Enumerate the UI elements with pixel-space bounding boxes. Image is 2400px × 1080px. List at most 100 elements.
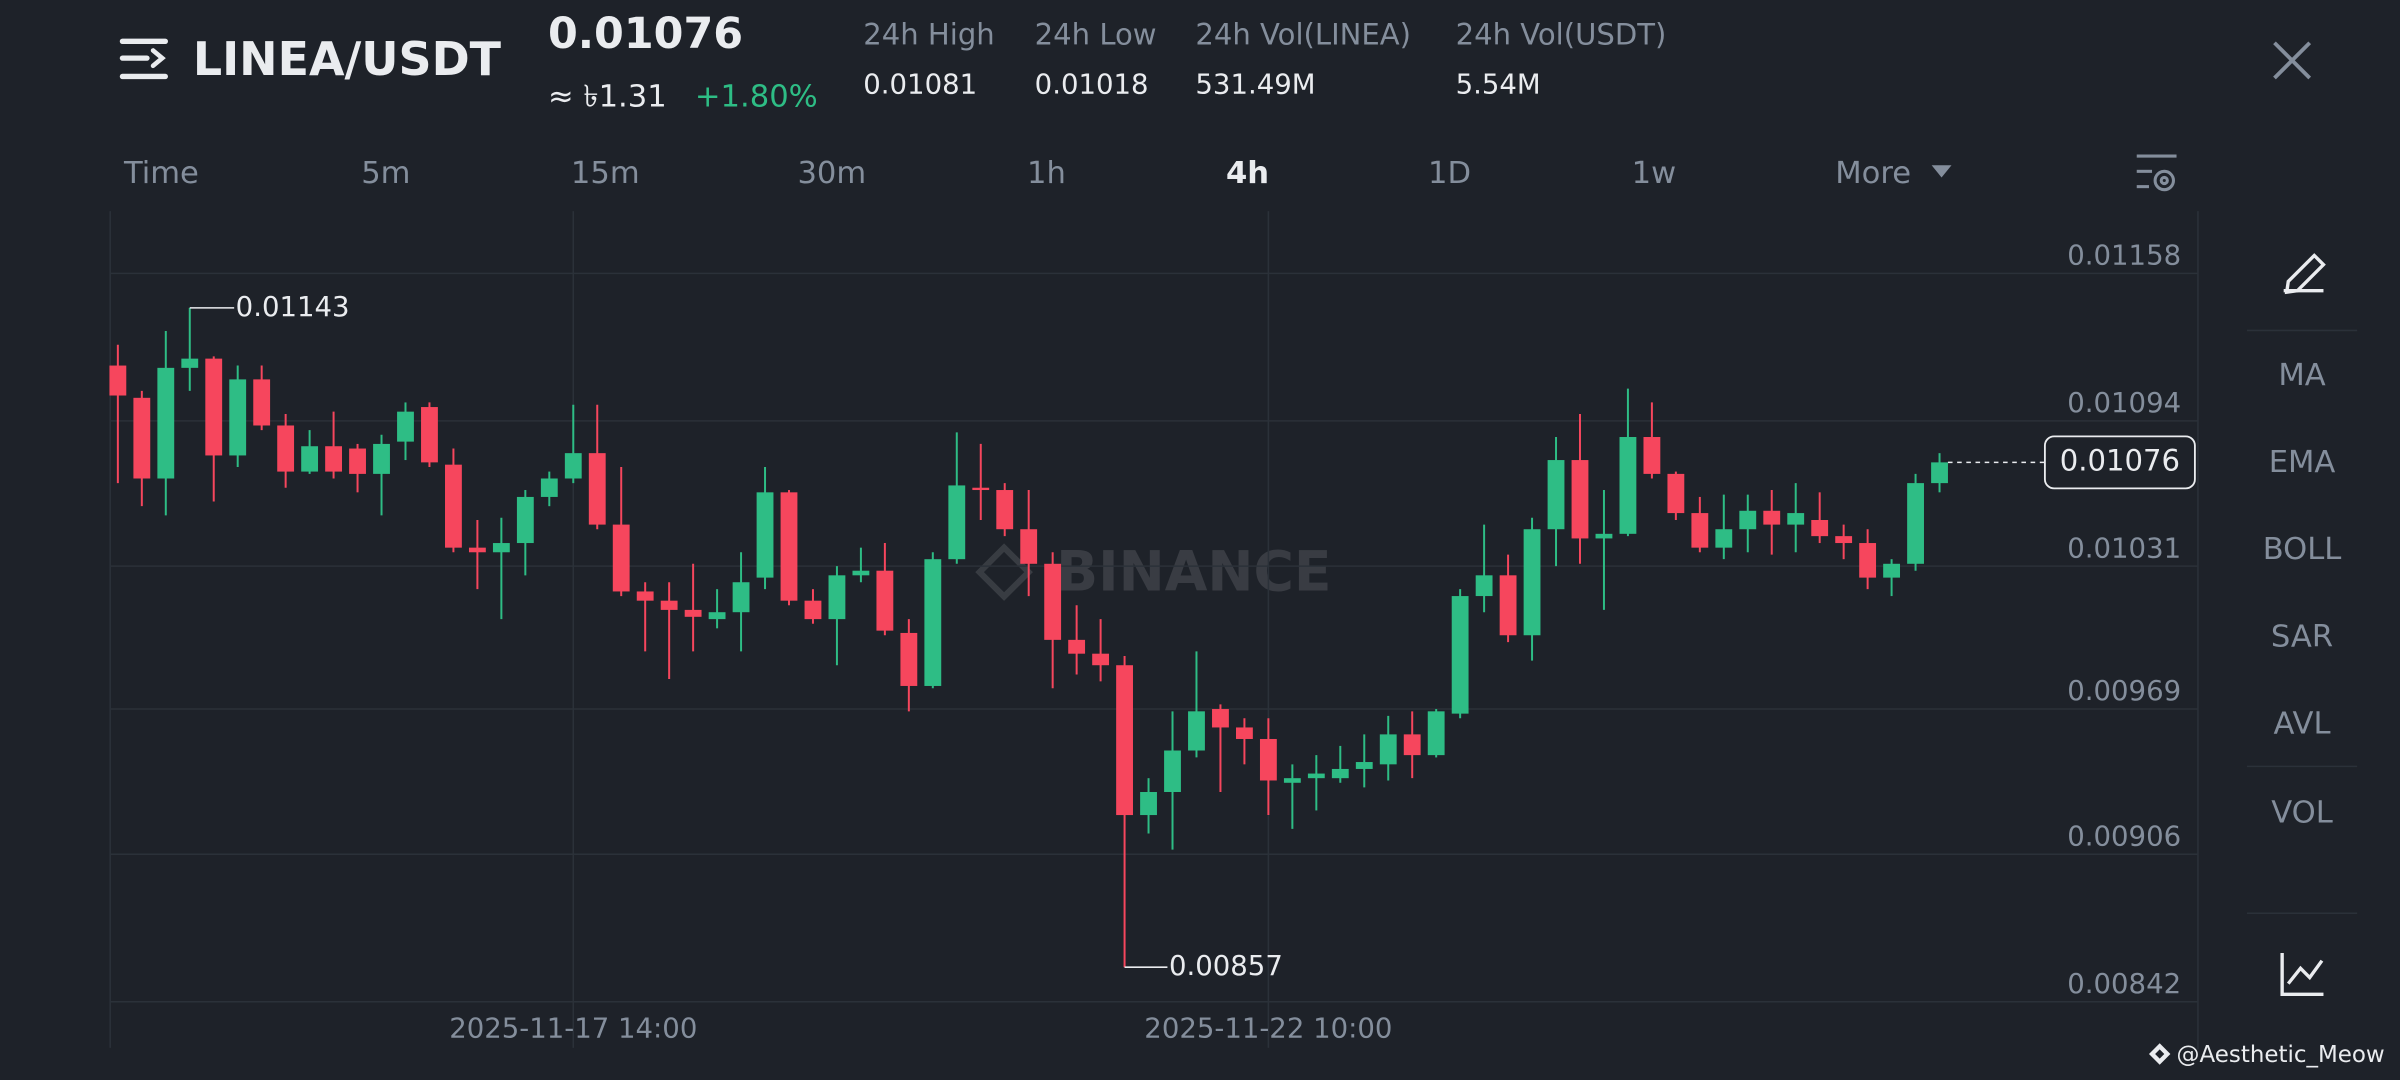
candle-body bbox=[133, 397, 151, 479]
candle-body bbox=[1571, 460, 1589, 539]
candle-body bbox=[1092, 653, 1110, 666]
x-tick-label: 2025-11-22 10:00 bbox=[1144, 1013, 1392, 1045]
candle-body bbox=[1140, 792, 1157, 816]
candle-body bbox=[540, 478, 558, 497]
stat-label: 24h High bbox=[863, 18, 994, 52]
candle-body bbox=[445, 464, 462, 548]
candle-body bbox=[157, 367, 175, 479]
candle-body bbox=[1715, 529, 1733, 548]
candle-body bbox=[349, 448, 366, 474]
indicator[interactable]: BOLL bbox=[2263, 532, 2342, 567]
candle-body bbox=[804, 600, 822, 620]
candle-body bbox=[924, 559, 942, 686]
indicator[interactable]: AVL bbox=[2274, 707, 2331, 742]
candle-body bbox=[612, 524, 630, 592]
stat-value: 0.01018 bbox=[1035, 69, 1149, 101]
candle-body bbox=[588, 453, 606, 525]
timeframe-tab[interactable]: 15m bbox=[571, 156, 640, 191]
candle-body bbox=[1787, 513, 1805, 525]
candle-body bbox=[1307, 773, 1325, 779]
candle-body bbox=[1403, 734, 1421, 756]
candle-body bbox=[1907, 483, 1924, 564]
close-button[interactable] bbox=[2273, 41, 2312, 80]
x-tick-label: 2025-11-17 14:00 bbox=[449, 1013, 697, 1045]
y-tick-label: 0.01031 bbox=[2067, 532, 2181, 564]
candle-body bbox=[1475, 575, 1493, 597]
timeframe-tab[interactable]: Time bbox=[123, 156, 199, 191]
candle-body bbox=[1931, 462, 1948, 484]
candle-body bbox=[1667, 473, 1685, 514]
y-tick-label: 0.01094 bbox=[2067, 387, 2181, 419]
more-arrow bbox=[1931, 165, 1952, 178]
candle-body bbox=[397, 411, 414, 442]
candle-body bbox=[1044, 563, 1062, 640]
candle-body bbox=[1283, 778, 1301, 783]
candle-body bbox=[325, 446, 342, 472]
candle-body bbox=[876, 570, 894, 631]
draw-icon[interactable] bbox=[2283, 253, 2326, 295]
candle-body bbox=[636, 591, 654, 601]
timeframe-tab[interactable]: 4h bbox=[1226, 156, 1269, 191]
candle-body bbox=[756, 492, 774, 578]
y-tick-label: 0.00842 bbox=[2067, 968, 2181, 1000]
stat-label: 24h Vol(USDT) bbox=[1456, 18, 1667, 52]
timeframe-tab[interactable]: 30m bbox=[797, 156, 866, 191]
change: +1.80% bbox=[695, 79, 818, 114]
y-tick-label: 0.00969 bbox=[2067, 675, 2181, 707]
candle-body bbox=[660, 600, 678, 610]
indicators: MA EMA BOLL SAR AVL VOL bbox=[2263, 358, 2342, 830]
timeframe-tab[interactable]: More bbox=[1835, 156, 1911, 191]
stats: 24h High 0.01081 24h Low 0.01018 24h Vol(LIN… bbox=[863, 18, 1666, 101]
timeframe-tab[interactable]: 5m bbox=[361, 156, 410, 191]
candle-body bbox=[421, 407, 438, 463]
credit: @Aesthetic_Meow bbox=[2177, 1042, 2385, 1068]
watermark: BINANCE bbox=[975, 539, 1332, 603]
y-tick-label: 0.00906 bbox=[2067, 820, 2181, 852]
menu-icon[interactable] bbox=[119, 38, 168, 80]
candle-body bbox=[1739, 510, 1757, 530]
candle-body bbox=[1212, 709, 1229, 728]
plot: 0.00842 0.00906 0.00969 0.01031 0.01094 0.011… bbox=[109, 211, 2198, 1048]
candle-body bbox=[1164, 750, 1181, 793]
candle-body bbox=[1451, 596, 1469, 714]
candle-body bbox=[1595, 533, 1613, 539]
stat-label: 24h Vol(LINEA) bbox=[1195, 18, 1411, 52]
fiat-price: ≈ ৳1.31 bbox=[548, 79, 667, 114]
credit-logo bbox=[2148, 1043, 2171, 1065]
candle-body bbox=[277, 425, 295, 472]
y-tick-label: 0.01158 bbox=[2067, 240, 2181, 272]
candle-body bbox=[1763, 510, 1781, 525]
timeframe-tab[interactable]: 1h bbox=[1027, 156, 1066, 191]
indicator[interactable]: MA bbox=[2278, 358, 2325, 393]
stat-value: 5.54M bbox=[1456, 69, 1541, 101]
indicator[interactable]: EMA bbox=[2269, 445, 2336, 480]
current-price: 0.01076 bbox=[2060, 443, 2180, 477]
timeframes: Time 5m 15m 30m 1h 4h 1D 1w More bbox=[123, 156, 1911, 191]
chart-type-icon[interactable] bbox=[2280, 953, 2324, 997]
candle-body bbox=[1379, 734, 1397, 765]
candle-body bbox=[181, 358, 199, 368]
candle-body bbox=[1355, 762, 1373, 769]
candle-body bbox=[1020, 529, 1038, 564]
indicator[interactable]: SAR bbox=[2271, 619, 2333, 654]
settings-icon[interactable] bbox=[2136, 154, 2177, 192]
candle-body bbox=[1547, 460, 1565, 530]
candle-body bbox=[1811, 519, 1829, 537]
candle-body bbox=[1259, 738, 1277, 781]
stat-value: 0.01081 bbox=[863, 69, 977, 101]
candle-body bbox=[1643, 437, 1661, 474]
pair: LINEA/USDT bbox=[193, 32, 502, 86]
candle-body bbox=[1499, 575, 1517, 636]
timeframe-tab[interactable]: 1w bbox=[1632, 156, 1677, 191]
candle-body bbox=[1523, 529, 1541, 636]
candle-body bbox=[301, 446, 319, 472]
candle-body bbox=[492, 543, 510, 553]
candle-body bbox=[1859, 543, 1877, 578]
indicator[interactable]: VOL bbox=[2271, 795, 2333, 830]
candle-body bbox=[1427, 711, 1445, 756]
candle-body bbox=[1883, 563, 1901, 578]
candle-body bbox=[1835, 536, 1853, 544]
timeframe-tab[interactable]: 1D bbox=[1428, 156, 1471, 191]
